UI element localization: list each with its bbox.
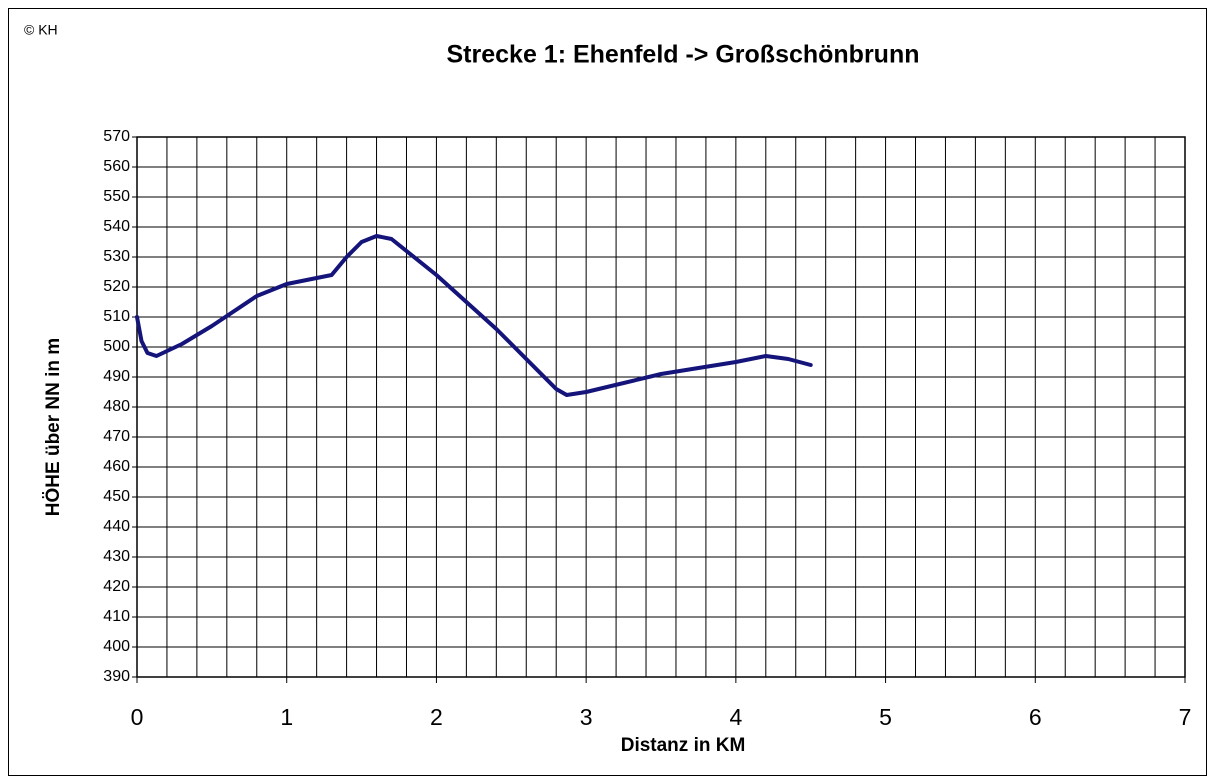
y-tick-label: 390 bbox=[103, 668, 130, 685]
x-tick-label: 4 bbox=[729, 704, 742, 730]
x-tick-label: 6 bbox=[1029, 704, 1042, 730]
chart-title: Strecke 1: Ehenfeld -> Großschönbrunn bbox=[447, 41, 920, 69]
y-tick-label: 510 bbox=[103, 308, 130, 325]
y-tick-label: 400 bbox=[103, 638, 130, 655]
y-tick-label: 430 bbox=[103, 548, 130, 565]
y-tick-label: 450 bbox=[103, 488, 130, 505]
y-tick-label: 470 bbox=[103, 428, 130, 445]
x-tick-label: 0 bbox=[131, 704, 144, 730]
x-tick-label: 3 bbox=[580, 704, 593, 730]
y-tick-label: 530 bbox=[103, 248, 130, 265]
y-tick-label: 500 bbox=[103, 338, 130, 355]
y-tick-label: 490 bbox=[103, 368, 130, 385]
x-axis-label: Distanz in KM bbox=[621, 735, 746, 756]
x-tick-label: 2 bbox=[430, 704, 443, 730]
x-tick-label: 1 bbox=[280, 704, 293, 730]
x-tick-label: 5 bbox=[879, 704, 892, 730]
y-tick-label: 540 bbox=[103, 218, 130, 235]
y-tick-label: 410 bbox=[103, 608, 130, 625]
y-tick-label: 420 bbox=[103, 578, 130, 595]
line-series bbox=[135, 234, 813, 397]
y-tick-label: 520 bbox=[103, 278, 130, 295]
corner-note: © KH bbox=[24, 22, 58, 38]
y-tick-label: 560 bbox=[103, 158, 130, 175]
y-tick-label: 460 bbox=[103, 458, 130, 475]
y-tick-label: 440 bbox=[103, 518, 130, 535]
y-tick-label: 570 bbox=[103, 128, 130, 145]
y-axis-label: HÖHE über NN in m bbox=[43, 338, 64, 516]
y-tick-label: 550 bbox=[103, 188, 130, 205]
x-tick-label: 7 bbox=[1179, 704, 1192, 730]
y-tick-label: 480 bbox=[103, 398, 130, 415]
plot-border bbox=[136, 136, 1186, 678]
